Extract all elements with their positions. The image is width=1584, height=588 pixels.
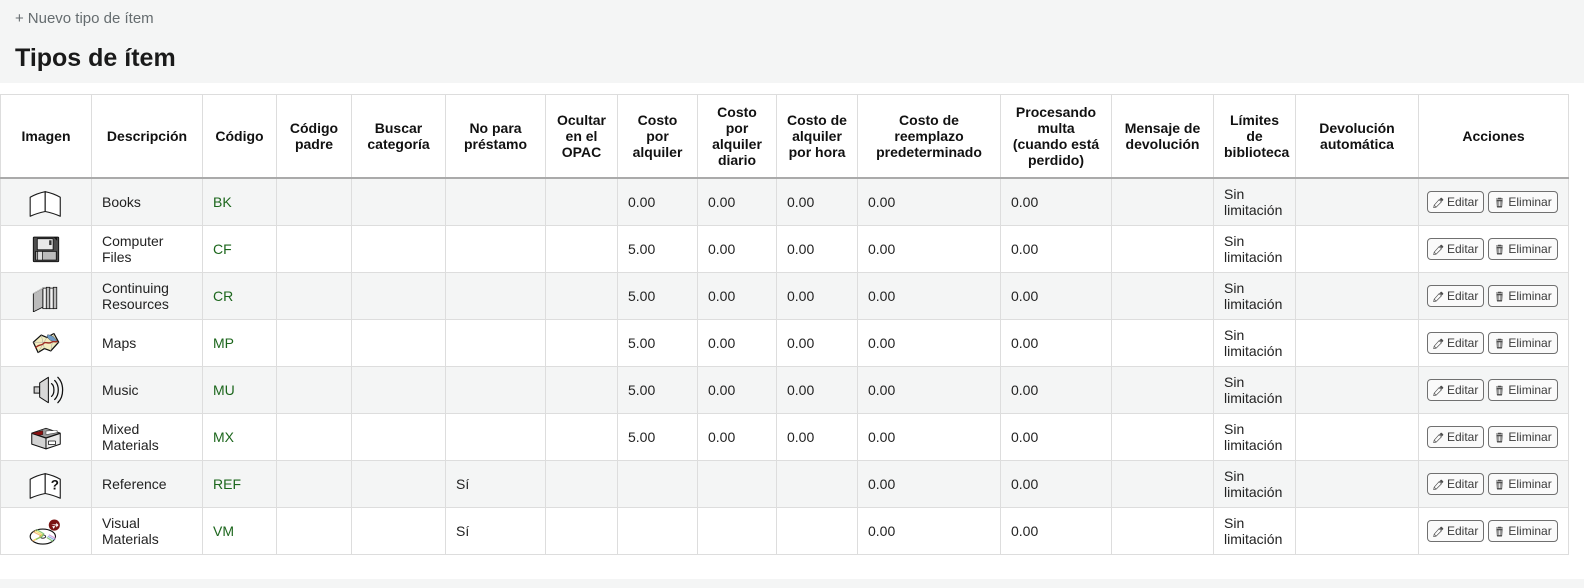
svg-text:?: ? — [51, 478, 59, 493]
